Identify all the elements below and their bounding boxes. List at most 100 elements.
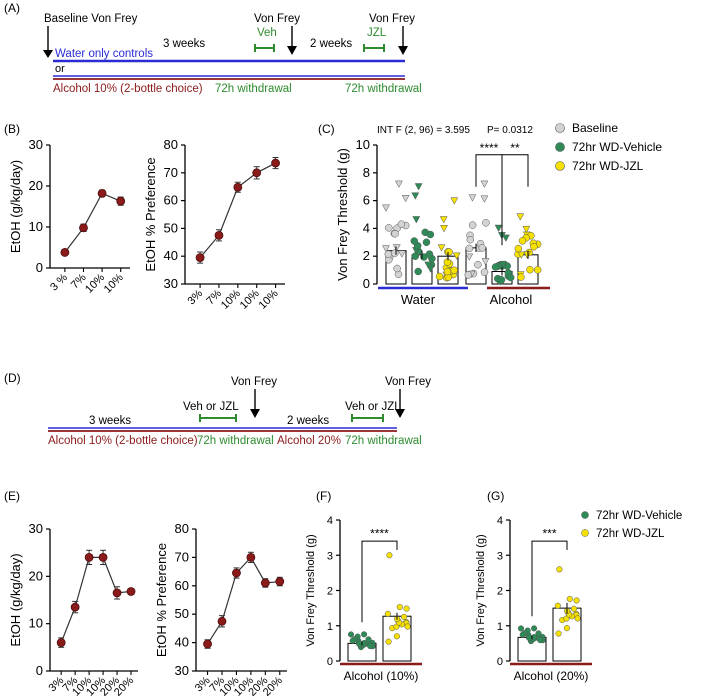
data-dot (474, 260, 482, 269)
data-dot (443, 267, 452, 276)
y-tick-label: 2 (327, 586, 333, 598)
alcohol-label: Alcohol 10% (2-bottle choice) (53, 83, 203, 95)
data-point (195, 253, 205, 262)
y-axis-label: EtOH % Preference (154, 543, 169, 657)
data-point (79, 223, 88, 233)
data-dot (386, 552, 393, 559)
legend-marker (581, 511, 589, 519)
vonfrey-label-1: Von Frey (254, 13, 300, 25)
series-line (199, 162, 276, 258)
data-dot (384, 250, 393, 258)
data-dot (491, 263, 500, 271)
y-tick-label: 0 (327, 656, 333, 668)
data-point (56, 638, 66, 647)
data-triangle (452, 252, 461, 260)
jzl-label: JZL (367, 27, 387, 39)
d-vehjzl-label-2: Veh or JZL (345, 401, 401, 413)
y-axis-label: EtOH % Preference (143, 157, 158, 271)
panel-label-d: (D) (4, 371, 21, 385)
data-triangle (522, 225, 531, 234)
y-tick-label: 40 (175, 635, 189, 650)
data-point (98, 553, 108, 562)
data-dot (571, 605, 578, 612)
data-triangle (424, 261, 433, 269)
data-dot (385, 638, 392, 645)
data-dot (554, 602, 561, 609)
y-tick-label: 0 (36, 260, 43, 275)
d-withdrawal-2: 72h withdrawal (345, 435, 422, 447)
y-tick-label: 20 (29, 568, 43, 583)
data-dot (403, 605, 410, 612)
legend-label: 72hr WD-JZL (572, 159, 644, 173)
sig-label-2: ** (510, 141, 520, 155)
y-tick-label: 4 (497, 515, 503, 527)
weeks2-label: 2 weeks (310, 38, 352, 50)
y-axis-label: EtOH (g/kg/day) (8, 160, 23, 253)
y-tick-label: 30 (29, 521, 43, 536)
data-dot (514, 244, 523, 253)
data-dot (517, 273, 525, 281)
y-axis-label: EtOH (g/kg/day) (8, 553, 23, 646)
data-point (252, 168, 262, 178)
panel-label-f: (F) (316, 489, 331, 503)
data-triangle (437, 244, 446, 252)
data-dot (555, 630, 562, 637)
data-triangle (401, 195, 410, 203)
data-dot (518, 237, 527, 245)
data-triangle (494, 224, 503, 233)
data-dot (411, 252, 419, 260)
legend-marker (581, 529, 589, 537)
d-vonfrey-label-2: Von Frey (385, 376, 431, 388)
data-dot (519, 631, 526, 638)
y-tick-label: 8 (363, 165, 370, 180)
y-tick-label: 30 (164, 276, 178, 291)
data-point (217, 616, 227, 626)
data-triangle (392, 244, 401, 252)
data-triangle (398, 250, 406, 258)
legend-marker (555, 142, 565, 152)
data-dot (414, 267, 422, 276)
data-dot (367, 643, 374, 650)
data-dot (361, 631, 368, 638)
d-vonfrey-arrow-2-icon (395, 409, 405, 418)
data-triangle (465, 253, 474, 261)
weeks3-label: 3 weeks (163, 38, 205, 50)
data-dot (531, 625, 538, 632)
x-tick-label: 3% (185, 287, 205, 307)
data-dot (517, 625, 525, 632)
water-label: Water only controls (55, 48, 153, 60)
or-label: or (55, 63, 65, 75)
data-dot (530, 242, 538, 251)
data-triangle (468, 194, 477, 202)
y-tick-label: 20 (29, 178, 43, 193)
data-dot (450, 266, 458, 274)
data-triangle (516, 213, 525, 221)
data-dot (566, 595, 573, 602)
y-tick-label: 80 (175, 521, 189, 536)
data-dot (410, 237, 419, 245)
x-tick-label: 10% (102, 271, 126, 295)
data-dot (393, 264, 401, 273)
data-triangle (394, 180, 403, 188)
y-tick-label: 4 (327, 515, 333, 527)
data-dot (563, 625, 570, 632)
data-dot (466, 235, 475, 244)
x-tick-label: 10% (219, 287, 243, 311)
data-triangle (450, 197, 459, 205)
y-tick-label: 70 (164, 165, 178, 180)
panel-label-g: (G) (487, 489, 504, 503)
group-label-alcohol: Alcohol (490, 292, 533, 307)
data-triangle (499, 260, 507, 269)
series-line (64, 192, 121, 253)
data-dot (535, 630, 542, 637)
data-triangle (414, 183, 423, 191)
d-bracket-1 (199, 414, 237, 422)
data-dot (482, 219, 490, 227)
y-axis-label: Von Frey Threshold (g) (475, 534, 487, 646)
data-dot (435, 272, 444, 281)
legend-label: 72hr WD-Vehicle (596, 510, 682, 522)
veh-bracket (254, 44, 275, 52)
data-dot (445, 248, 453, 256)
y-tick-label: 50 (164, 220, 178, 235)
